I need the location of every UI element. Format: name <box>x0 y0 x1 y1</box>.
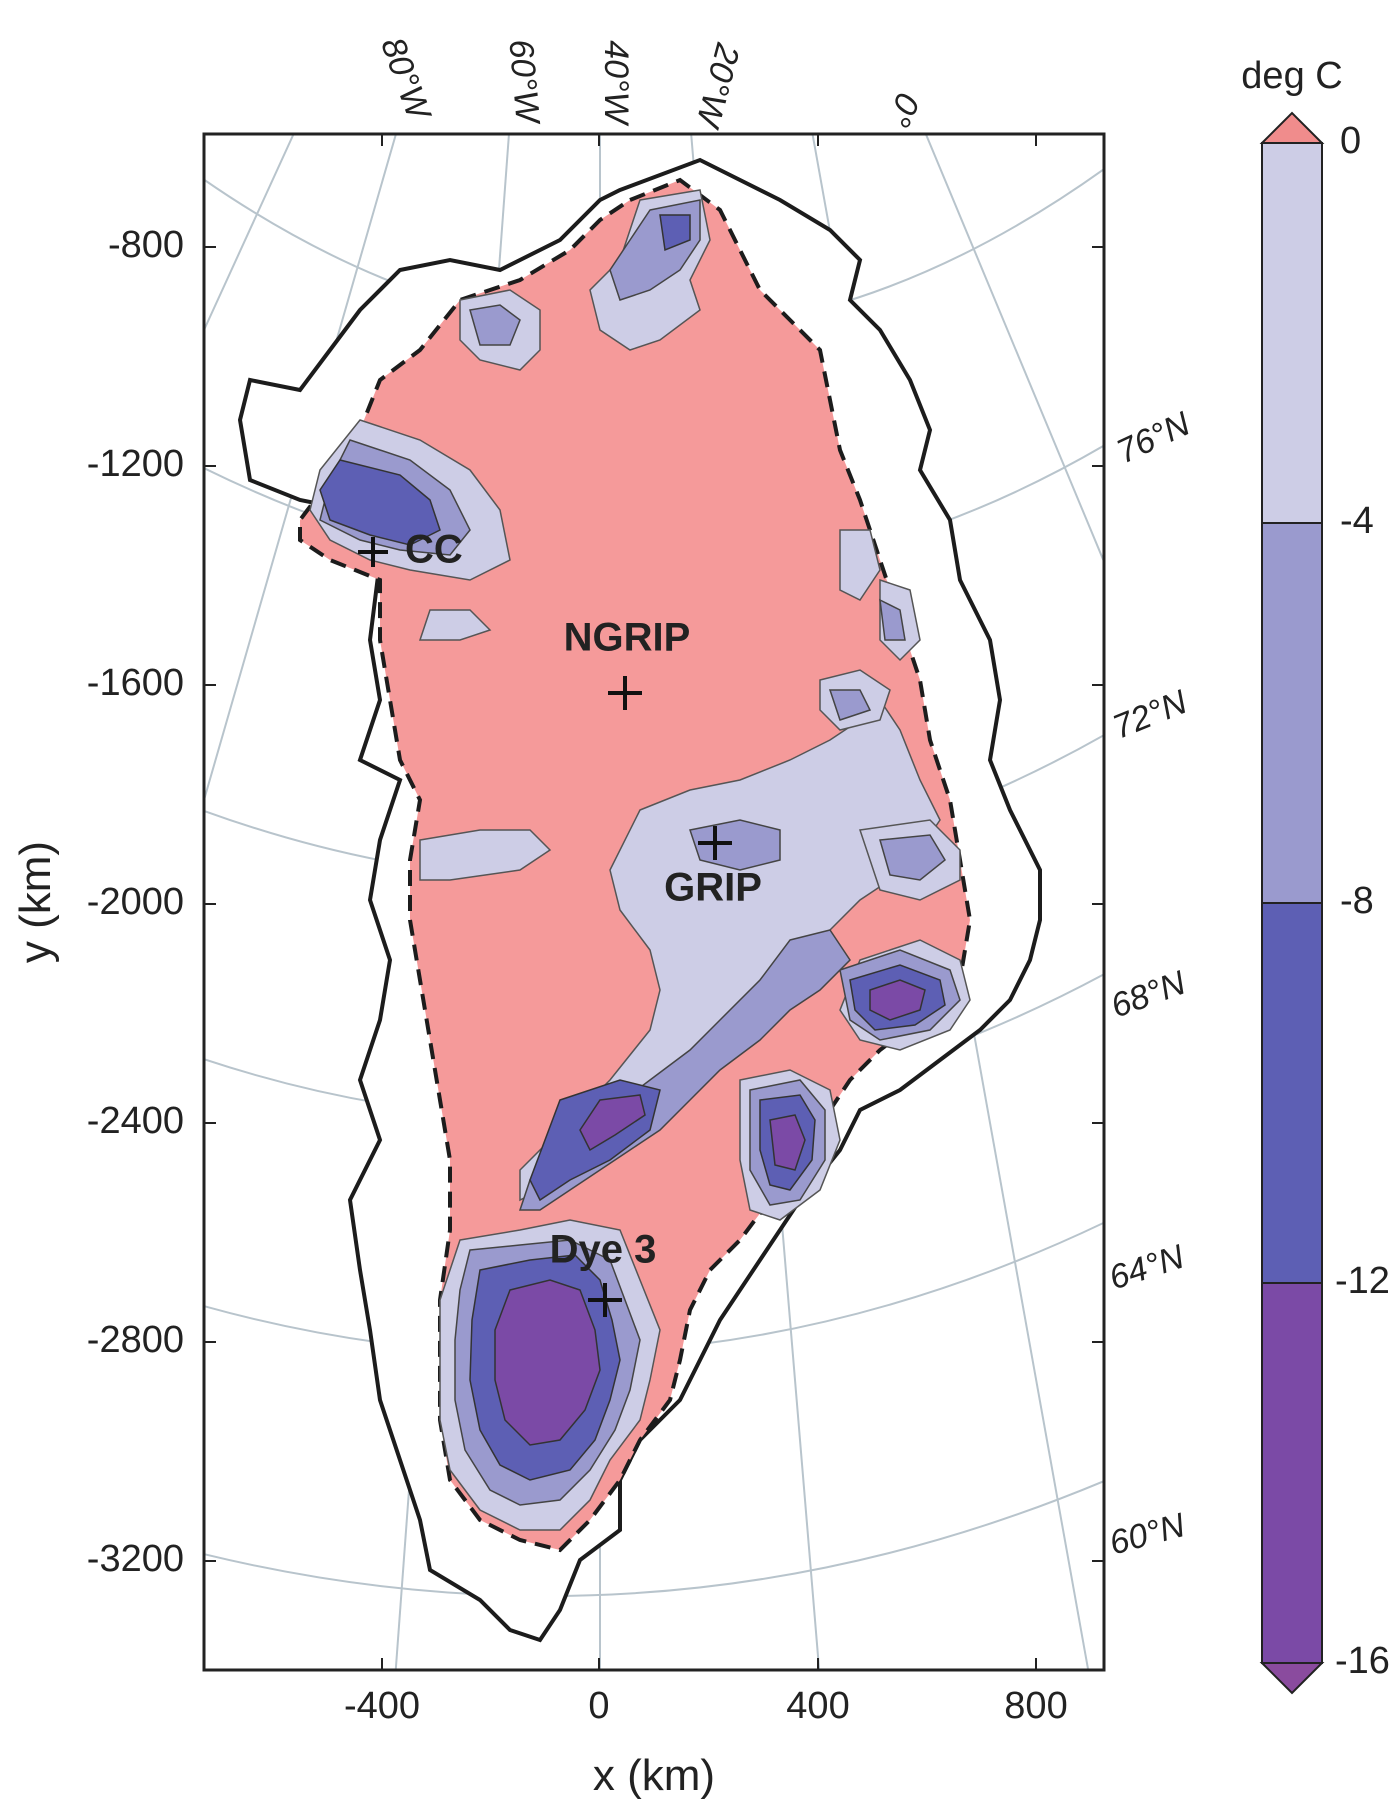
longitude-label: 40°W <box>597 40 635 126</box>
latitude-label: 68°N <box>1106 964 1191 1026</box>
longitude-label: 0° <box>879 87 927 133</box>
colorbar-tick-label: -12 <box>1335 1260 1390 1302</box>
longitude-label: 20°W <box>688 39 747 133</box>
site-markers <box>358 537 732 1317</box>
y-tick-label: -2800 <box>87 1319 184 1361</box>
colorbar-under-triangle <box>1259 1662 1325 1695</box>
latitude-label: 72°N <box>1108 683 1193 747</box>
longitude-label: 80°W <box>373 32 438 126</box>
y-tick-label: -1600 <box>87 662 184 704</box>
colorbar-band-0-to-minus4 <box>1262 143 1322 523</box>
colorbar-title: deg C <box>1241 55 1342 97</box>
x-tick-label: -400 <box>344 1685 420 1727</box>
colorbar-tick-label: -4 <box>1340 500 1374 542</box>
colorbar-band-minus8-to-minus12 <box>1262 903 1322 1283</box>
site-label-ngrip: NGRIP <box>564 616 691 660</box>
site-label-grip: GRIP <box>664 866 762 910</box>
x-tick-label: 0 <box>588 1685 609 1727</box>
colorbar <box>1259 111 1325 1695</box>
y-axis-ticks <box>204 246 1104 1562</box>
x-axis-title: x (km) <box>593 1751 715 1800</box>
colorbar-over-triangle <box>1259 111 1325 144</box>
colorbar-band-minus12-to-minus16 <box>1262 1283 1322 1663</box>
colorbar-tick-label: 0 <box>1340 120 1361 162</box>
ngrip-site-marker <box>608 676 642 710</box>
dye3-site-marker <box>588 1283 622 1317</box>
site-label-dye3: Dye 3 <box>550 1228 657 1272</box>
latitude-label: 64°N <box>1105 1238 1189 1298</box>
latitude-label: 60°N <box>1106 1506 1190 1562</box>
x-axis-ticks <box>381 134 1037 1670</box>
latitude-label: 76°N <box>1111 405 1196 472</box>
isotherm-band-minus12-to-minus16 <box>494 979 926 1446</box>
y-tick-label: -800 <box>108 224 184 266</box>
colorbar-tick-label: -8 <box>1340 880 1374 922</box>
longitude-label: 60°W <box>501 38 546 127</box>
cc-site-marker <box>358 537 388 567</box>
y-tick-label: -2000 <box>87 881 184 923</box>
y-axis-title: y (km) <box>11 841 60 963</box>
map-frame <box>202 132 1106 1672</box>
y-tick-label: -2400 <box>87 1100 184 1142</box>
colorbar-band-minus4-to-minus8 <box>1262 523 1322 903</box>
y-tick-label: -1200 <box>87 443 184 485</box>
grip-site-marker <box>698 826 732 860</box>
site-label-cc: CC <box>405 528 463 572</box>
colorbar-tick-label: -16 <box>1335 1640 1390 1682</box>
y-tick-label: -3200 <box>87 1538 184 1580</box>
x-tick-label: 400 <box>786 1685 849 1727</box>
x-tick-label: 800 <box>1004 1685 1067 1727</box>
